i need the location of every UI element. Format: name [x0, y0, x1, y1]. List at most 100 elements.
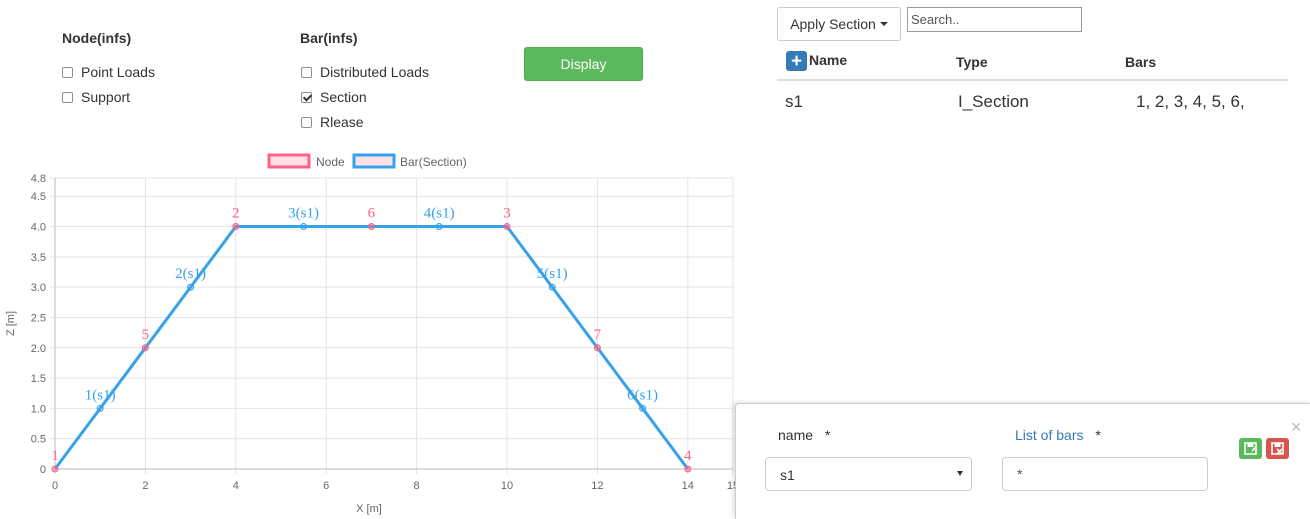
column-header-type: Type: [956, 54, 988, 70]
bar-label: 6(s1): [627, 387, 658, 403]
bar-label: 4(s1): [424, 206, 455, 222]
checkbox-label: Rlease: [320, 114, 364, 130]
bar-point: [639, 404, 647, 412]
bar-point: [300, 223, 308, 230]
bar-point: [187, 283, 195, 291]
checkbox-label: Section: [320, 89, 367, 105]
name-required-mark: *: [824, 427, 831, 443]
save-button[interactable]: [1239, 438, 1262, 459]
node-label: 4: [684, 448, 692, 464]
x-tick-label: 2: [142, 480, 148, 492]
y-tick-label: 1.0: [31, 403, 46, 415]
y-tick-label: 4.0: [31, 222, 46, 234]
y-tick-label: 4.5: [31, 191, 46, 203]
legend-label-node: Node: [316, 155, 345, 169]
node-point: [503, 223, 511, 230]
column-header-name: Name: [809, 52, 848, 68]
chart-grid: [50, 177, 734, 474]
y-tick-label: 3.0: [31, 282, 46, 294]
x-tick-label: 14: [682, 480, 694, 492]
section-checkbox[interactable]: Section: [301, 89, 367, 105]
release-checkbox[interactable]: Rlease: [301, 114, 364, 130]
legend-label-bar: Bar(Section): [400, 155, 467, 169]
y-tick-label: 4.8: [31, 173, 46, 185]
bar-label: 2(s1): [175, 266, 206, 282]
cell-bars: 1, 2, 3, 4, 5, 6,: [1136, 92, 1245, 111]
y-tick-label: 0: [40, 464, 46, 476]
node-label: 3: [503, 206, 511, 222]
delete-icon: [1271, 442, 1284, 455]
caret-down-icon: [879, 22, 888, 26]
legend-swatch-bar: [352, 153, 396, 169]
x-tick-label: 8: [414, 480, 420, 492]
support-checkbox[interactable]: Support: [62, 89, 130, 105]
point-loads-checkbox[interactable]: Point Loads: [62, 64, 155, 80]
checkbox-box[interactable]: [301, 66, 312, 78]
name-label-text: name: [778, 427, 814, 443]
bar-point: [96, 404, 104, 412]
bar-point: [548, 283, 556, 291]
distributed-loads-checkbox[interactable]: Distributed Loads: [301, 64, 429, 80]
checkbox-box[interactable]: [301, 116, 312, 128]
search-input[interactable]: [907, 7, 1082, 32]
chart-series: 1(s1) 2(s1) 3(s1) 4(s1) 5(s1) 6(s1) 1 5 2 6 3 7 4: [51, 206, 692, 473]
structure-chart: Node Bar(Section) 0 2 4 6 8 10 12 14 1 5 0 0.5 1.0 1.5…: [5, 153, 739, 515]
display-button[interactable]: Display: [524, 47, 643, 81]
legend-swatch-node: [267, 153, 311, 169]
column-header-bars: Bars: [1125, 54, 1157, 70]
list-of-bars-label-text: List of bars: [1015, 427, 1084, 443]
x-tick-label: 10: [501, 480, 513, 492]
apply-section-button[interactable]: Apply Section: [777, 7, 901, 41]
section-name-select[interactable]: s1: [765, 457, 972, 491]
list-of-bars-input[interactable]: [1002, 457, 1208, 491]
list-of-bars-label: List of bars *: [1015, 427, 1101, 443]
apply-section-label: Apply Section: [790, 16, 876, 32]
chart-legend: Node Bar(Section): [267, 153, 467, 169]
plus-icon: +: [790, 50, 803, 72]
y-axis-title: Z [m]: [5, 311, 17, 336]
node-label: 1: [51, 448, 59, 464]
node-label: 2: [232, 206, 240, 222]
bars-required-mark: *: [1095, 427, 1101, 443]
node-point: [232, 223, 240, 230]
bar-filter-title: Bar(infs): [300, 30, 358, 46]
close-icon[interactable]: ×: [1291, 417, 1302, 437]
node-point: [593, 344, 601, 352]
bar-label: 1(s1): [85, 387, 116, 403]
checkbox-box-checked[interactable]: [301, 91, 312, 103]
checkbox-label: Distributed Loads: [320, 64, 429, 80]
save-icon: [1244, 442, 1257, 455]
cell-type: I_Section: [958, 92, 1029, 111]
add-section-button[interactable]: +: [786, 51, 807, 71]
y-tick-label: 1.5: [31, 373, 46, 385]
x-tick-label: 0: [52, 480, 58, 492]
delete-button[interactable]: [1266, 438, 1289, 459]
x-axis-title: X [m]: [356, 503, 382, 515]
bar-point: [435, 223, 443, 230]
chart-axes: 0 2 4 6 8 10 12 14 1 5 0 0.5 1.0 1.5 2.0 2.5 3.0 3.5 4.0 4.…: [5, 173, 739, 515]
node-point: [684, 465, 692, 473]
cell-name: s1: [785, 92, 803, 111]
bar-label: 5(s1): [537, 266, 568, 282]
x-tick-label: 12: [591, 480, 603, 492]
y-tick-label: 2.5: [31, 312, 46, 324]
checkbox-label: Support: [81, 89, 131, 105]
node-label: 5: [142, 327, 150, 343]
bar-label: 3(s1): [288, 206, 319, 222]
section-name-value: s1: [780, 467, 795, 483]
x-tick-label: 4: [233, 480, 239, 492]
y-tick-label: 0.5: [31, 434, 46, 446]
checkbox-box[interactable]: [62, 66, 73, 78]
table-header-divider: [777, 79, 1288, 81]
node-label: 6: [368, 206, 376, 222]
y-tick-label: 3.5: [31, 252, 46, 264]
chevron-down-icon: [957, 471, 963, 476]
y-tick-label: 2.0: [31, 343, 46, 355]
node-point: [141, 344, 149, 352]
checkbox-box[interactable]: [62, 91, 73, 103]
x-tick-label: 6: [323, 480, 329, 492]
name-label: name *: [778, 427, 830, 443]
node-point: [51, 465, 59, 473]
checkbox-label: Point Loads: [81, 64, 155, 80]
node-point: [367, 223, 375, 230]
